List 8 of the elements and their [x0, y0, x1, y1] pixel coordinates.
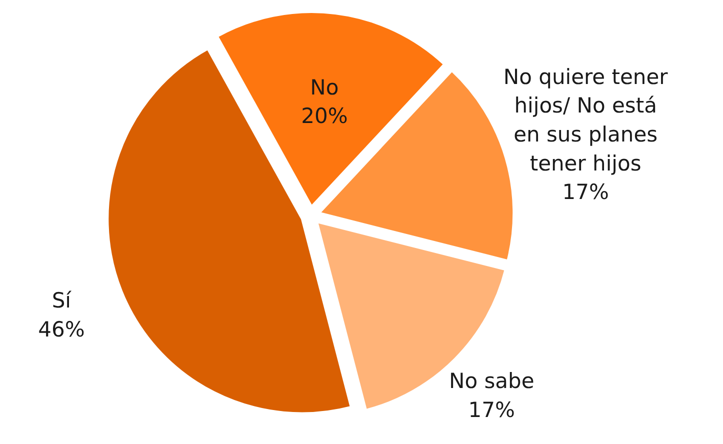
slice-label: Sí	[52, 288, 72, 313]
slice-label: No	[310, 75, 339, 100]
data-label: 17%	[468, 398, 516, 422]
slice-label: No sabe	[449, 368, 534, 393]
data-label: 20%	[301, 104, 348, 128]
slice-label: No quiere tener hijos/ No está en sus planes tener hijos	[503, 64, 668, 176]
data-label: 17%	[562, 180, 609, 204]
data-label: 46%	[38, 318, 85, 342]
